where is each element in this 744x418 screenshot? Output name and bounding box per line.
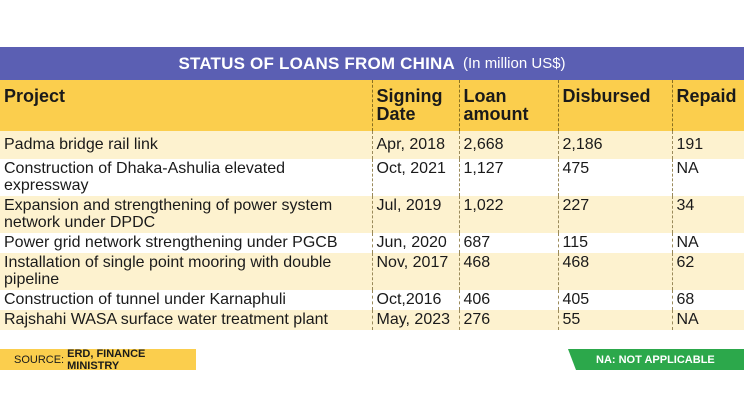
na-legend-text: NA: NOT APPLICABLE — [596, 353, 715, 366]
cell-signing-date: Oct, 2021 — [371, 159, 459, 196]
table-row: Construction of tunnel under Karnaphuli … — [0, 290, 744, 310]
cell-disbursed: 55 — [557, 310, 672, 330]
na-legend: NA: NOT APPLICABLE — [568, 349, 744, 370]
table-title: STATUS OF LOANS FROM CHINA — [178, 53, 456, 73]
cell-signing-date: Jul, 2019 — [371, 196, 459, 233]
table-row: Construction of Dhaka-Ashulia elevated e… — [0, 159, 744, 196]
loans-table: Project Signing Date Loan amount Disburs… — [0, 80, 744, 330]
cell-loan-amount: 276 — [458, 310, 558, 330]
table-row: Power grid network strengthening under P… — [0, 233, 744, 253]
header-disbursed: Disbursed — [557, 80, 672, 131]
cell-disbursed: 475 — [557, 159, 672, 196]
source-value: ERD, FINANCE MINISTRY — [67, 347, 146, 372]
cell-project: Padma bridge rail link — [0, 131, 372, 159]
cell-project: Construction of Dhaka-Ashulia elevated e… — [0, 159, 372, 196]
cell-repaid: 34 — [671, 196, 744, 233]
cell-repaid: 191 — [671, 131, 744, 159]
cell-signing-date: Jun, 2020 — [371, 233, 459, 253]
cell-project: Expansion and strengthening of power sys… — [0, 196, 372, 233]
cell-loan-amount: 2,668 — [458, 131, 558, 159]
cell-repaid: 62 — [671, 253, 744, 290]
cell-signing-date: May, 2023 — [371, 310, 459, 330]
source-label: SOURCE: — [14, 353, 65, 366]
table-row: Installation of single point mooring wit… — [0, 253, 744, 290]
cell-disbursed: 2,186 — [557, 131, 672, 159]
cell-loan-amount: 406 — [458, 290, 558, 310]
cell-repaid: NA — [671, 233, 744, 253]
cell-disbursed: 115 — [557, 233, 672, 253]
cell-project: Installation of single point mooring wit… — [0, 253, 372, 290]
cell-repaid: NA — [671, 310, 744, 330]
cell-signing-date: Nov, 2017 — [371, 253, 459, 290]
cell-disbursed: 405 — [557, 290, 672, 310]
cell-repaid: NA — [671, 159, 744, 196]
table-row: Rajshahi WASA surface water treatment pl… — [0, 310, 744, 330]
cell-project: Power grid network strengthening under P… — [0, 233, 372, 253]
table-row: Padma bridge rail link Apr, 2018 2,668 2… — [0, 131, 744, 159]
header-row: Project Signing Date Loan amount Disburs… — [0, 80, 744, 131]
table-unit: (In million US$) — [463, 55, 566, 72]
header-loan-amount: Loan amount — [458, 80, 558, 131]
header-repaid: Repaid — [671, 80, 744, 131]
table-row: Expansion and strengthening of power sys… — [0, 196, 744, 233]
header-project: Project — [0, 80, 372, 131]
cell-signing-date: Apr, 2018 — [371, 131, 459, 159]
cell-signing-date: Oct,2016 — [371, 290, 459, 310]
cell-disbursed: 468 — [557, 253, 672, 290]
cell-repaid: 68 — [671, 290, 744, 310]
cell-loan-amount: 687 — [458, 233, 558, 253]
cell-project: Construction of tunnel under Karnaphuli — [0, 290, 372, 310]
cell-loan-amount: 1,127 — [458, 159, 558, 196]
cell-loan-amount: 468 — [458, 253, 558, 290]
cell-project: Rajshahi WASA surface water treatment pl… — [0, 310, 372, 330]
source-note: SOURCE: ERD, FINANCE MINISTRY — [0, 347, 196, 372]
cell-disbursed: 227 — [557, 196, 672, 233]
cell-loan-amount: 1,022 — [458, 196, 558, 233]
table-title-banner: STATUS OF LOANS FROM CHINA (In million U… — [0, 47, 744, 80]
header-signing-date: Signing Date — [371, 80, 459, 131]
